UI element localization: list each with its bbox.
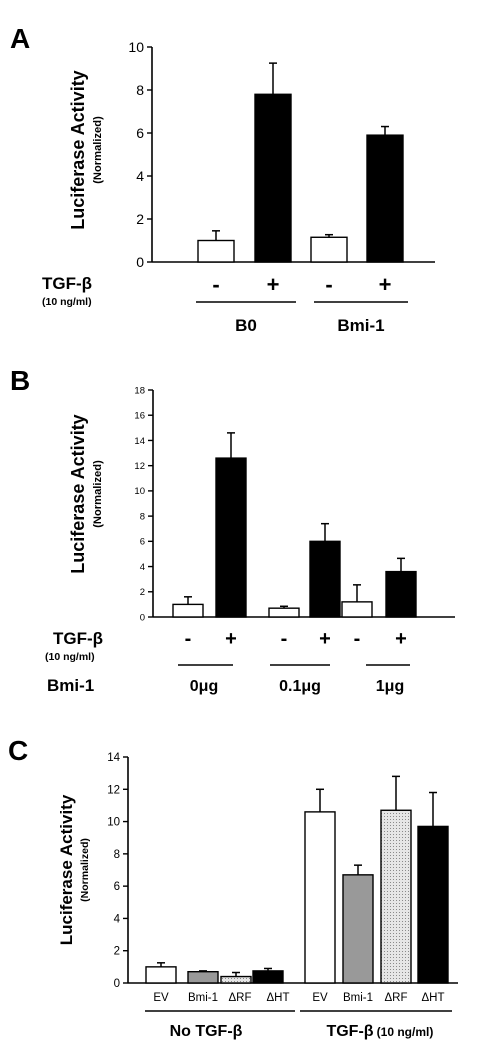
bar-3 [252,970,284,984]
category-label: EV [312,992,328,1004]
bar-1 [187,971,219,984]
y-tick-label: 10 [128,39,144,55]
treatment-label: TGF-β [53,629,103,648]
bar-1 [254,93,292,263]
treatment-sign: + [379,272,392,297]
treatment-sign: - [325,272,332,297]
category-label: Bmi-1 [343,992,373,1004]
treatment-sign: + [267,272,280,297]
bar-1 [215,457,247,618]
bar-5 [342,874,374,984]
bar-0 [145,966,177,984]
bar-2 [310,236,348,263]
y-tick-label: 4 [114,913,121,925]
bar-7 [417,825,449,984]
group-label: 1μg [376,678,404,695]
y-tick-label: 6 [140,537,145,548]
y-tick-label: 0 [140,612,145,623]
bar-2 [268,607,300,618]
y-tick-label: 2 [136,211,144,227]
y-tick-label: 8 [140,511,145,522]
group-label: TGF-β [326,1023,373,1040]
treatment-sign: - [354,628,361,650]
group-label: B0 [235,316,257,335]
group-label: Bmi-1 [337,316,384,335]
y-tick-label: 10 [134,486,145,497]
treatment-sign: + [395,628,407,650]
y-tick-label: 0 [114,978,120,990]
y-tick-label: 2 [114,946,120,958]
y-tick-label: 14 [107,752,120,764]
treatment-sign: + [319,628,331,650]
y-tick-label: 14 [134,436,145,447]
treatment-sublabel: (10 ng/ml) [45,651,95,663]
y-tick-label: 12 [134,461,145,472]
bar-2 [220,975,252,984]
y-tick-label: 6 [136,125,144,141]
y-tick-label: 16 [134,411,145,422]
treatment-sign: - [212,272,219,297]
y-axis-label: Luciferase Activity [68,414,88,573]
y-tick-label: 4 [136,168,144,184]
group-label: 0.1μg [279,678,321,695]
category-label: ΔRF [228,992,251,1004]
bar-4 [341,601,373,618]
y-tick-label: 0 [136,254,144,270]
treatment-sublabel: (10 ng/ml) [42,296,92,308]
bar-3 [309,540,341,618]
bar-3 [366,134,404,263]
y-tick-label: 4 [140,562,145,573]
panel-letter-c: C [8,735,28,766]
panel-letter-a: A [10,23,30,54]
y-tick-label: 2 [140,587,145,598]
y-tick-label: 10 [107,817,120,829]
group-sublabel: (10 ng/ml) [377,1025,434,1039]
bar-6 [380,809,412,984]
group-label: 0μg [190,678,218,695]
y-tick-label: 8 [114,849,120,861]
y-tick-label: 8 [136,82,144,98]
category-label: ΔHT [421,992,444,1004]
y-tick-label: 18 [134,385,145,396]
bar-0 [197,239,235,263]
panel-letter-b: B [10,365,30,396]
y-axis-sublabel: (Normalized) [79,838,91,902]
treatment-sign: - [185,628,192,650]
category-label: Bmi-1 [188,992,218,1004]
bar-4 [304,811,336,984]
treatment-sign: - [281,628,288,650]
group-label: No TGF-β [170,1023,243,1040]
category-label: ΔHT [266,992,289,1004]
y-axis-label: Luciferase Activity [68,70,88,229]
y-tick-label: 6 [114,881,120,893]
bar-5 [385,570,417,618]
row-label: Bmi-1 [47,676,94,695]
y-tick-label: 12 [107,784,120,796]
treatment-label: TGF-β [42,274,92,293]
bar-0 [172,603,204,618]
y-axis-label: Luciferase Activity [57,794,76,945]
category-label: EV [153,992,169,1004]
category-label: ΔRF [384,992,407,1004]
y-axis-sublabel: (Normalized) [92,116,104,184]
treatment-sign: + [225,628,237,650]
y-axis-sublabel: (Normalized) [92,460,104,528]
